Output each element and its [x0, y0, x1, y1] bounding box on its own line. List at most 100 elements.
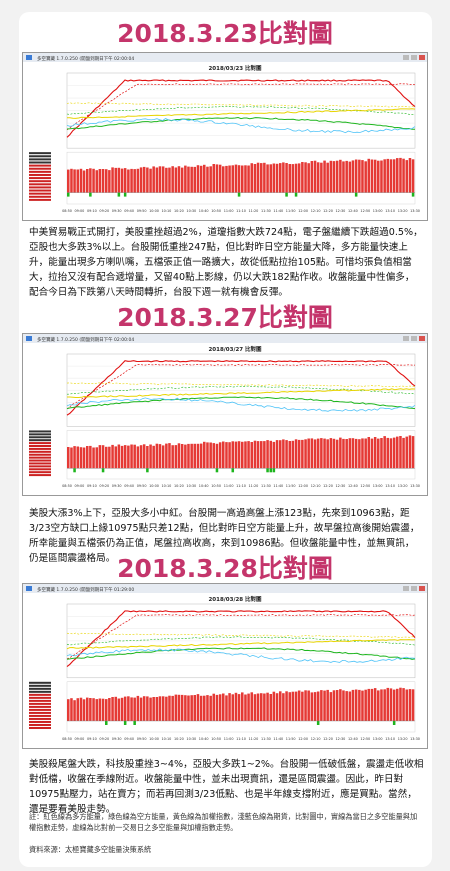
- time-axis-label: 13:00: [373, 737, 383, 741]
- time-axis-label: 10:10: [162, 484, 172, 488]
- bear-energy-line: [66, 647, 416, 660]
- time-axis-label: 12:40: [348, 737, 358, 741]
- time-axis-label: 13:00: [373, 209, 383, 213]
- index-prev-line: [66, 632, 416, 638]
- index-line: [66, 108, 416, 119]
- time-axis-label: 11:50: [286, 737, 296, 741]
- window-caption: 多空寶藏 1.7.0.250 (開盤到期日下午 01:29:00: [37, 586, 134, 593]
- time-axis-label: 08:50: [62, 209, 72, 213]
- window-close-button[interactable]: [419, 586, 425, 591]
- chart-screenshot: 多空寶藏 1.7.0.250 (開盤到期日下午 02:00:04 2018/03/…: [22, 52, 428, 221]
- time-axis-label: 09:50: [137, 484, 147, 488]
- app-icon: [26, 586, 32, 591]
- time-axis-label: 10:40: [199, 209, 209, 213]
- volume-bars: [67, 687, 415, 725]
- time-axis-label: 09:00: [75, 737, 85, 741]
- time-axis-label: 10:20: [174, 484, 184, 488]
- time-axis-label: 12:40: [348, 209, 358, 213]
- bull-energy-prev-line: [66, 83, 416, 131]
- time-axis-label: 11:40: [273, 737, 283, 741]
- time-axis-label: 09:30: [112, 484, 122, 488]
- section-title: 2018.3.27比對圖: [117, 303, 333, 332]
- time-axis-label: 10:40: [199, 484, 209, 488]
- section-title: 2018.3.28比對圖: [117, 554, 333, 583]
- time-axis-label: 13:30: [410, 209, 420, 213]
- time-axis-label: 10:20: [174, 209, 184, 213]
- window-maximize-button[interactable]: [411, 586, 417, 591]
- time-axis-label: 11:10: [236, 484, 246, 488]
- time-axis-label: 10:50: [211, 484, 221, 488]
- time-axis-label: 09:10: [87, 484, 97, 488]
- time-axis-label: 11:20: [249, 484, 259, 488]
- time-axis-label: 13:10: [385, 209, 395, 213]
- time-axis-label: 09:30: [112, 737, 122, 741]
- chart-screenshot: 多空寶藏 1.7.0.250 (開盤到期日下午 01:29:00 2018/03/…: [22, 583, 428, 749]
- index-line: [66, 639, 416, 650]
- bull-energy-line: [66, 79, 416, 138]
- time-axis-label: 12:10: [311, 737, 321, 741]
- time-axis-label: 13:00: [373, 484, 383, 488]
- futures-line: [66, 118, 416, 134]
- time-axis-label: 13:30: [410, 484, 420, 488]
- window-close-button[interactable]: [419, 336, 425, 341]
- bear-energy-line: [66, 116, 416, 130]
- time-axis-label: 12:20: [323, 209, 333, 213]
- time-axis-label: 10:40: [199, 737, 209, 741]
- time-axis-label: 11:10: [236, 209, 246, 213]
- time-axis-label: 12:50: [360, 737, 370, 741]
- window-minimize-button[interactable]: [403, 586, 409, 591]
- time-axis-label: 09:40: [124, 484, 134, 488]
- index-prev-line: [66, 102, 416, 108]
- time-axis-label: 10:50: [211, 737, 221, 741]
- window-maximize-button[interactable]: [411, 55, 417, 60]
- window-caption: 多空寶藏 1.7.0.250 (開盤到期日下午 02:00:04: [37, 55, 134, 62]
- time-axis-label: 11:30: [261, 484, 271, 488]
- window-minimize-button[interactable]: [403, 55, 409, 60]
- time-axis-label: 09:40: [124, 209, 134, 213]
- time-axis-label: 10:20: [174, 737, 184, 741]
- time-axis-label: 10:10: [162, 737, 172, 741]
- bear-energy-line: [66, 396, 416, 410]
- time-axis-label: 12:30: [336, 209, 346, 213]
- window-maximize-button[interactable]: [411, 336, 417, 341]
- window-caption: 多空寶藏 1.7.0.250 (開盤到期日下午 02:00:04: [37, 336, 134, 343]
- app-icon: [26, 336, 32, 341]
- window-minimize-button[interactable]: [403, 336, 409, 341]
- time-axis-label: 11:30: [261, 209, 271, 213]
- futures-line: [66, 397, 416, 412]
- time-axis-label: 10:00: [149, 484, 159, 488]
- time-axis-label: 12:10: [311, 484, 321, 488]
- time-axis-label: 08:50: [62, 737, 72, 741]
- time-axis-label: 09:20: [99, 484, 109, 488]
- time-axis-label: 12:00: [298, 484, 308, 488]
- time-axis-label: 10:50: [211, 209, 221, 213]
- chart-header: 2018/03/28 比對圖: [208, 595, 262, 603]
- time-axis-label: 09:10: [87, 737, 97, 741]
- time-axis-label: 12:50: [360, 484, 370, 488]
- time-axis-label: 09:30: [112, 209, 122, 213]
- source-credit: 資料來源：太極寶藏多空能量決策系統: [29, 845, 152, 854]
- time-axis-label: 12:00: [298, 737, 308, 741]
- time-axis-label: 12:50: [360, 209, 370, 213]
- time-axis-label: 12:20: [323, 737, 333, 741]
- time-axis-label: 09:20: [99, 737, 109, 741]
- time-axis-label: 11:00: [224, 484, 234, 488]
- time-axis-label: 12:30: [336, 737, 346, 741]
- analysis-text: 美股殺尾盤大跌，科技股重挫3~4%，亞股大多跌1~2%。台股開一低破低盤，震盪走…: [29, 759, 424, 815]
- chart-header: 2018/03/23 比對圖: [208, 64, 262, 72]
- time-axis-label: 11:40: [273, 209, 283, 213]
- time-axis-label: 10:00: [149, 737, 159, 741]
- window-titlebar: [23, 584, 427, 593]
- time-axis-label: 12:30: [336, 484, 346, 488]
- time-axis-label: 09:40: [124, 737, 134, 741]
- bull-energy-prev-line: [66, 363, 415, 410]
- time-axis-label: 09:50: [137, 737, 147, 741]
- time-axis-label: 13:10: [385, 737, 395, 741]
- time-axis-label: 13:20: [398, 484, 408, 488]
- time-axis-label: 12:10: [311, 209, 321, 213]
- time-axis-label: 10:30: [186, 484, 196, 488]
- time-axis-label: 11:50: [286, 209, 296, 213]
- time-axis-label: 09:00: [75, 484, 85, 488]
- section-title: 2018.3.23比對圖: [117, 19, 333, 48]
- window-close-button[interactable]: [419, 55, 425, 60]
